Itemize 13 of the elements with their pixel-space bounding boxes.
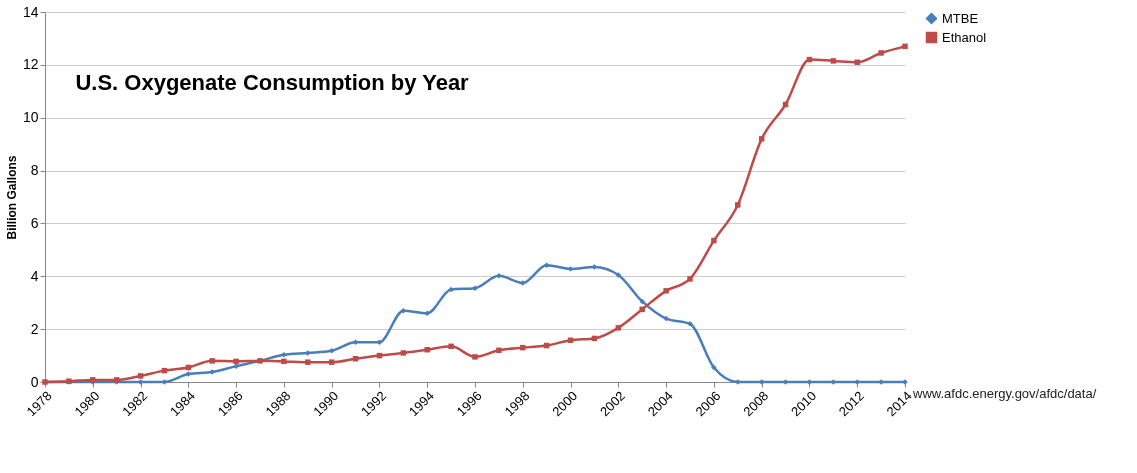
legend-label: MTBE — [942, 10, 979, 26]
y-tick-label: 4 — [30, 267, 39, 284]
legend-label: Ethanol — [942, 29, 987, 45]
y-tick-label: 14 — [22, 3, 39, 20]
y-tick-label: 12 — [22, 56, 39, 73]
y-tick-label: 8 — [30, 162, 39, 179]
y-tick-label: 6 — [30, 214, 39, 231]
text: www.afdc.energy.gov/afdc/data/ — [912, 386, 1097, 401]
y-axis-title: Billion Gallons — [4, 155, 19, 240]
y-tick-label: 0 — [30, 373, 39, 390]
y-tick-label: 2 — [30, 320, 39, 337]
text: U.S. Oxygenate Consumption by Year — [75, 70, 470, 95]
y-tick-label: 10 — [22, 109, 39, 126]
